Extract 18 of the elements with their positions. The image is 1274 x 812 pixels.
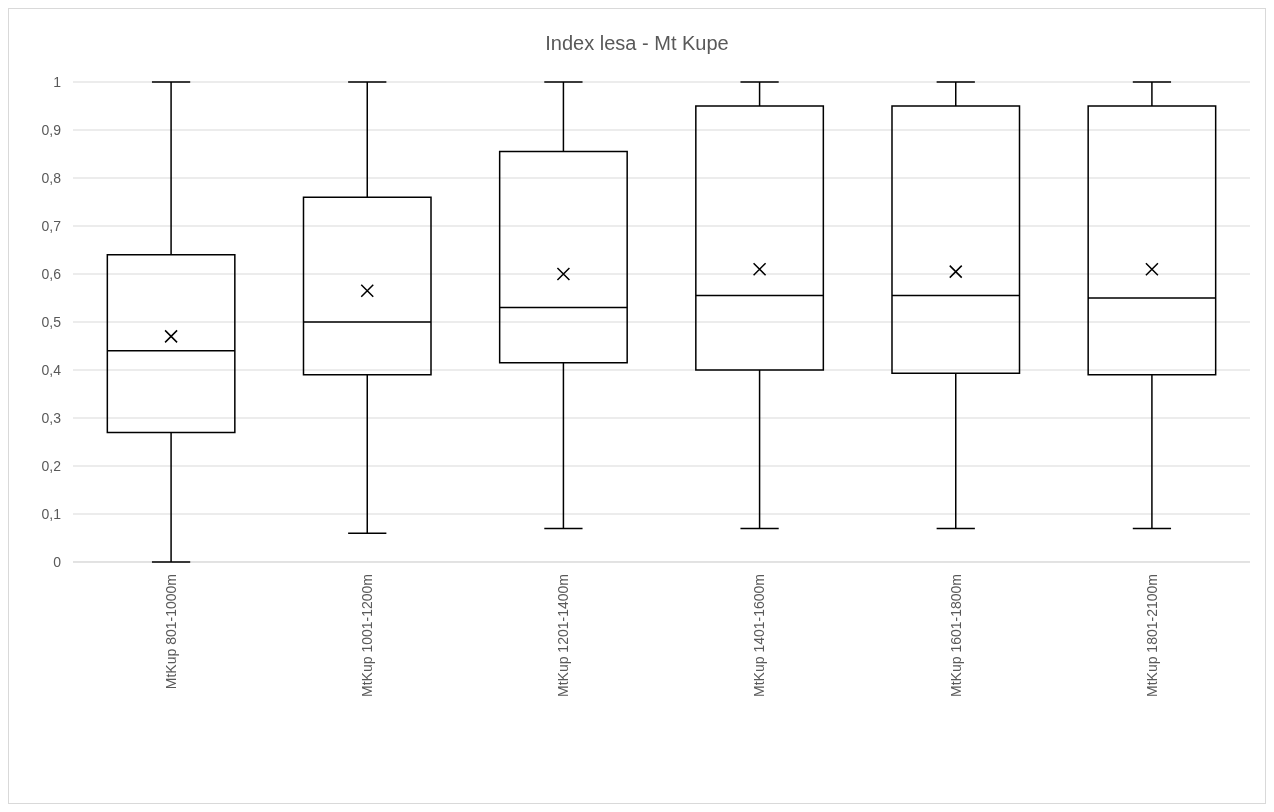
y-tick-label: 0,2 — [41, 457, 62, 474]
x-tick-label: MtKup 1201-1400m — [555, 574, 572, 697]
y-tick-label: 0,1 — [41, 505, 62, 522]
y-tick-label: 0 — [53, 553, 62, 570]
x-tick-label: MtKup 1001-1200m — [359, 574, 376, 697]
y-tick-label: 0,9 — [41, 121, 62, 138]
y-tick-label: 0,5 — [41, 313, 62, 330]
y-tick-label: 0,8 — [41, 169, 62, 186]
x-tick-label: MtKup 1801-2100m — [1143, 574, 1160, 697]
y-tick-label: 0,4 — [41, 361, 62, 378]
x-tick-label: MtKup 1601-1800m — [947, 574, 964, 697]
y-tick-label: 1 — [53, 73, 62, 90]
y-tick-label: 0,7 — [41, 217, 62, 234]
x-tick-label: MtKup 801-1000m — [162, 574, 179, 690]
y-tick-label: 0,6 — [41, 265, 62, 282]
chart-title: Index lesa - Mt Kupe — [545, 32, 729, 54]
x-tick-label: MtKup 1401-1600m — [751, 574, 768, 697]
y-tick-label: 0,3 — [41, 409, 62, 426]
